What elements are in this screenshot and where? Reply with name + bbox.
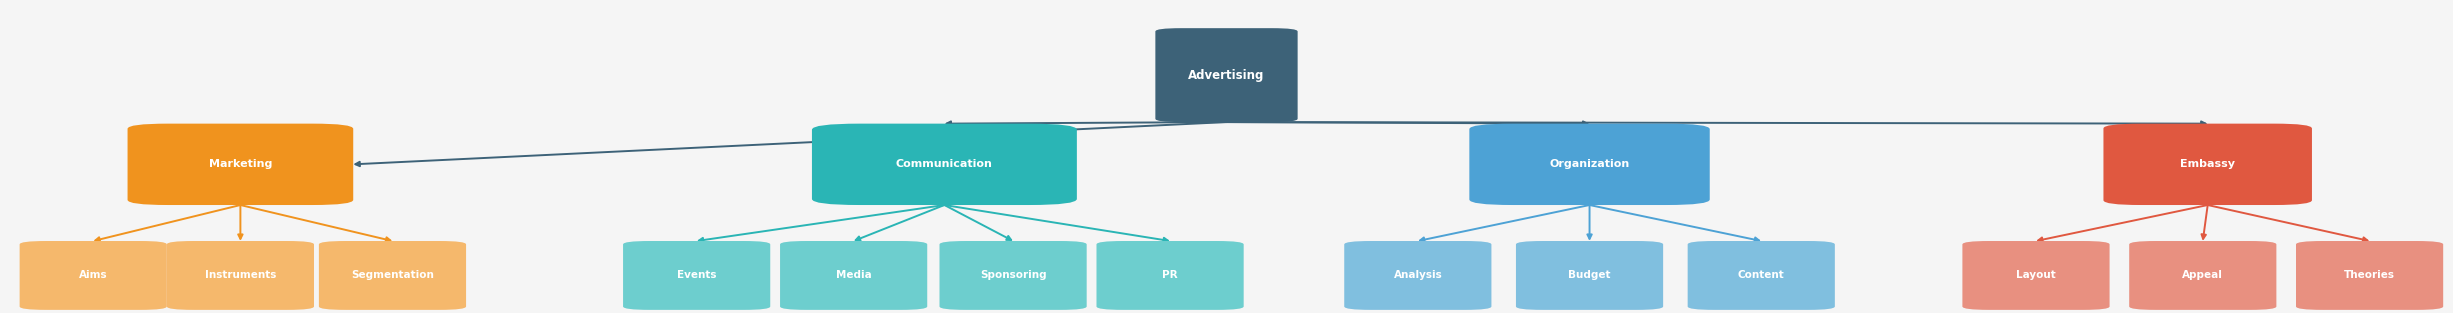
Text: Segmentation: Segmentation — [351, 270, 434, 280]
Text: Events: Events — [677, 270, 716, 280]
Text: Aims: Aims — [78, 270, 108, 280]
Text: Layout: Layout — [2016, 270, 2056, 280]
FancyBboxPatch shape — [939, 241, 1087, 310]
Text: Analysis: Analysis — [1393, 270, 1442, 280]
FancyBboxPatch shape — [1469, 124, 1710, 205]
Text: PR: PR — [1163, 270, 1177, 280]
FancyBboxPatch shape — [2296, 241, 2443, 310]
FancyBboxPatch shape — [2129, 241, 2276, 310]
FancyBboxPatch shape — [1344, 241, 1491, 310]
Text: Budget: Budget — [1567, 270, 1612, 280]
FancyBboxPatch shape — [128, 124, 353, 205]
Text: Theories: Theories — [2345, 270, 2394, 280]
FancyBboxPatch shape — [20, 241, 167, 310]
FancyBboxPatch shape — [623, 241, 770, 310]
Text: Content: Content — [1737, 270, 1786, 280]
FancyBboxPatch shape — [812, 124, 1077, 205]
Text: Sponsoring: Sponsoring — [979, 270, 1047, 280]
FancyBboxPatch shape — [780, 241, 927, 310]
FancyBboxPatch shape — [319, 241, 466, 310]
FancyBboxPatch shape — [1962, 241, 2110, 310]
FancyBboxPatch shape — [1096, 241, 1244, 310]
Text: Marketing: Marketing — [209, 159, 272, 169]
Text: Organization: Organization — [1550, 159, 1629, 169]
FancyBboxPatch shape — [2105, 124, 2311, 205]
Text: Advertising: Advertising — [1187, 69, 1266, 82]
Text: Media: Media — [836, 270, 871, 280]
FancyBboxPatch shape — [1155, 28, 1298, 122]
FancyBboxPatch shape — [1688, 241, 1835, 310]
Text: Embassy: Embassy — [2181, 159, 2235, 169]
Text: Communication: Communication — [895, 159, 993, 169]
FancyBboxPatch shape — [167, 241, 314, 310]
Text: Appeal: Appeal — [2183, 270, 2222, 280]
FancyBboxPatch shape — [1516, 241, 1663, 310]
Text: Instruments: Instruments — [204, 270, 277, 280]
